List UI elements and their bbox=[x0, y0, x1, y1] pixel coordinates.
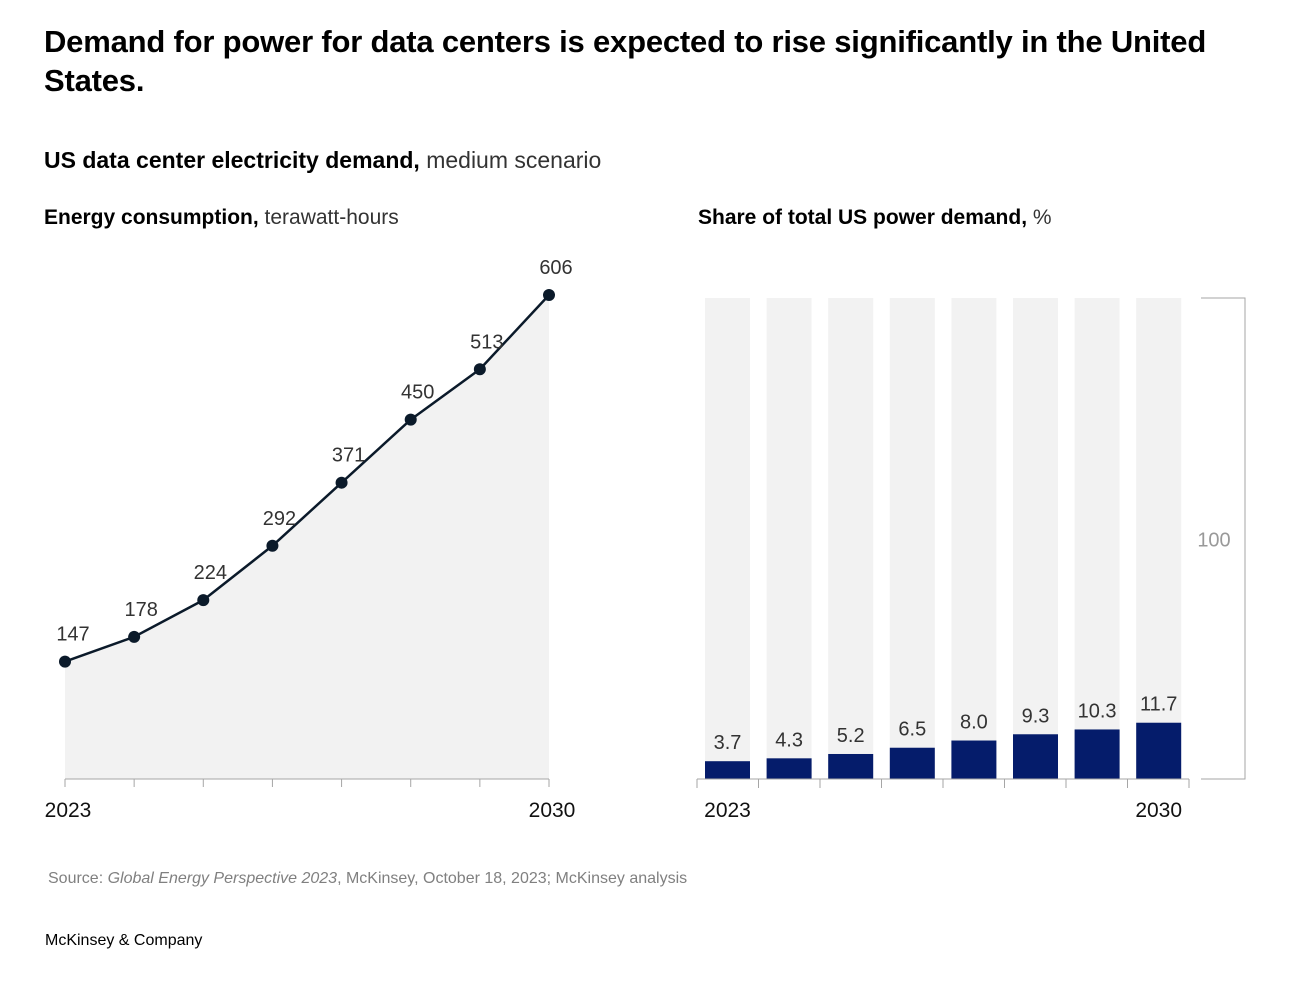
share-data-label: 10.3 bbox=[1078, 700, 1117, 722]
brand-logo-text: McKinsey & Company bbox=[45, 932, 203, 949]
source-details: , McKinsey, October 18, 2023; McKinsey a… bbox=[337, 870, 688, 887]
share-data-label: 8.0 bbox=[960, 712, 988, 734]
energy-data-label: 450 bbox=[401, 382, 434, 404]
share-data-label: 9.3 bbox=[1022, 705, 1050, 727]
energy-data-point bbox=[128, 630, 141, 643]
energy-line bbox=[64, 294, 550, 663]
share-title-bold: Share of total US power demand, bbox=[698, 206, 1028, 229]
share-panel-title: Share of total US power demand, % bbox=[698, 204, 1052, 232]
energy-data-label: 513 bbox=[470, 331, 503, 353]
share-bar bbox=[828, 753, 874, 779]
energy-data-point bbox=[543, 289, 555, 301]
share-bar bbox=[766, 758, 812, 779]
energy-data-point bbox=[266, 539, 279, 552]
subtitle-light: medium scenario bbox=[419, 147, 602, 173]
share-bar-background bbox=[1074, 298, 1120, 779]
share-bar-background bbox=[889, 298, 935, 779]
share-x-tick-label: 2023 bbox=[704, 799, 751, 822]
energy-title-unit: terawatt-hours bbox=[258, 206, 399, 229]
chart-title: Demand for power for data centers is exp… bbox=[44, 24, 1207, 98]
energy-data-label: 224 bbox=[194, 562, 227, 584]
share-title-unit: % bbox=[1027, 206, 1052, 229]
energy-data-point bbox=[335, 476, 348, 489]
subtitle-bold: US data center electricity demand, bbox=[44, 147, 420, 173]
energy-data-point bbox=[197, 594, 210, 607]
energy-data-label: 371 bbox=[332, 445, 365, 467]
share-bar-background bbox=[1136, 298, 1182, 779]
energy-data-point bbox=[404, 413, 417, 426]
share-data-label: 5.2 bbox=[837, 725, 865, 747]
source-note: Source: Global Energy Perspective 2023, … bbox=[48, 870, 687, 888]
share-bar-background bbox=[1013, 298, 1058, 779]
energy-data-point bbox=[473, 363, 486, 376]
share-bar-background bbox=[828, 298, 874, 779]
energy-data-label: 292 bbox=[263, 508, 296, 530]
share-total-bracket bbox=[1201, 297, 1246, 780]
energy-title-bold: Energy consumption, bbox=[44, 206, 259, 229]
share-data-label: 11.7 bbox=[1140, 694, 1177, 716]
energy-x-tick-label: 2023 bbox=[45, 799, 92, 822]
share-data-label: 4.3 bbox=[775, 729, 803, 751]
energy-panel-title: Energy consumption, terawatt-hours bbox=[44, 204, 399, 232]
share-data-label: 3.7 bbox=[714, 732, 742, 754]
share-bar-background bbox=[951, 298, 997, 779]
share-data-label: 6.5 bbox=[898, 719, 926, 741]
share-bar bbox=[889, 747, 935, 779]
chart-subtitle: US data center electricity demand, mediu… bbox=[44, 145, 601, 175]
share-bar bbox=[1074, 729, 1120, 779]
energy-data-label: 178 bbox=[124, 599, 157, 621]
energy-x-tick-label: 2030 bbox=[529, 799, 576, 822]
share-x-tick-label: 2030 bbox=[1135, 799, 1182, 822]
energy-data-label: 147 bbox=[56, 624, 89, 646]
share-bar-background bbox=[705, 298, 750, 779]
energy-data-point bbox=[59, 655, 71, 668]
share-bar bbox=[951, 740, 997, 779]
share-bar-background bbox=[766, 298, 812, 779]
energy-area bbox=[65, 295, 549, 779]
share-bar bbox=[1013, 734, 1058, 779]
energy-data-label: 606 bbox=[539, 257, 572, 279]
share-total-label: 100 bbox=[1197, 530, 1230, 552]
share-bar bbox=[1136, 722, 1182, 779]
source-publication: Global Energy Perspective 2023 bbox=[107, 870, 338, 887]
share-bar bbox=[705, 761, 750, 779]
source-prefix: Source: bbox=[48, 870, 108, 887]
